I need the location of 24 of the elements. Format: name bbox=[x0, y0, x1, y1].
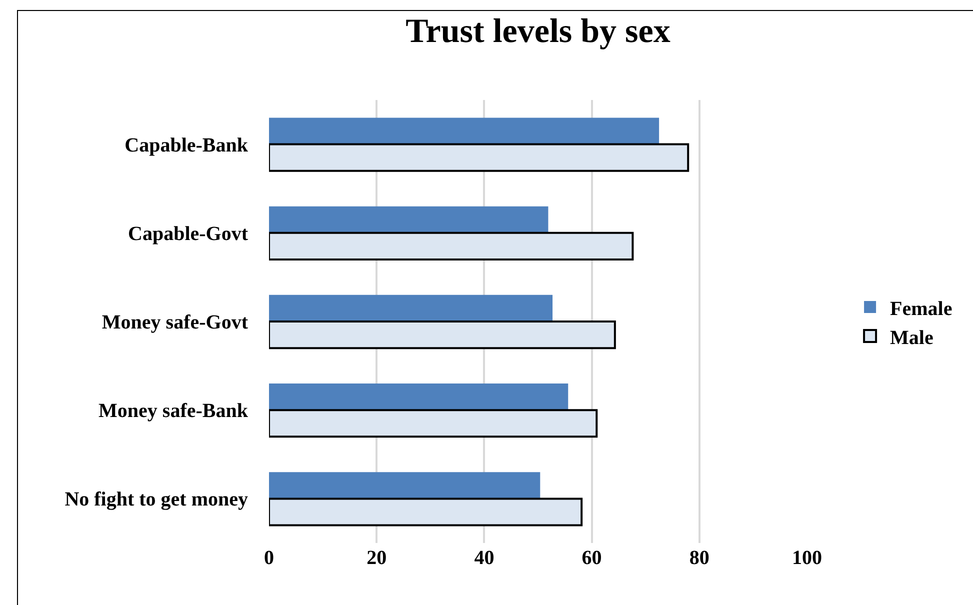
bar bbox=[269, 232, 634, 260]
y-tick-label: Money safe-Bank bbox=[98, 400, 249, 422]
x-tick-label: 20 bbox=[366, 547, 387, 569]
x-tick-label: 40 bbox=[474, 547, 494, 569]
legend-label: Female bbox=[890, 298, 952, 320]
bar bbox=[269, 118, 660, 144]
y-tick-label: Money safe-Govt bbox=[102, 312, 248, 334]
x-tick-label: 100 bbox=[792, 547, 822, 569]
bar bbox=[269, 206, 548, 233]
x-tick-label: 60 bbox=[582, 547, 602, 569]
x-tick-label: 0 bbox=[264, 547, 274, 569]
y-tick-label: No fight to get money bbox=[64, 488, 248, 511]
bar bbox=[269, 294, 553, 322]
bar bbox=[269, 320, 616, 350]
bar bbox=[269, 498, 583, 526]
chart-title: Trust levels by sex bbox=[406, 13, 670, 50]
legend-label: Male bbox=[890, 326, 934, 349]
bar bbox=[269, 384, 568, 410]
bar bbox=[269, 143, 690, 172]
bar bbox=[269, 409, 598, 438]
x-tick-label: 80 bbox=[689, 547, 710, 569]
bar bbox=[269, 472, 540, 499]
y-tick-label: Capable-Govt bbox=[128, 222, 248, 245]
y-tick-label: Capable-Bank bbox=[124, 134, 249, 156]
